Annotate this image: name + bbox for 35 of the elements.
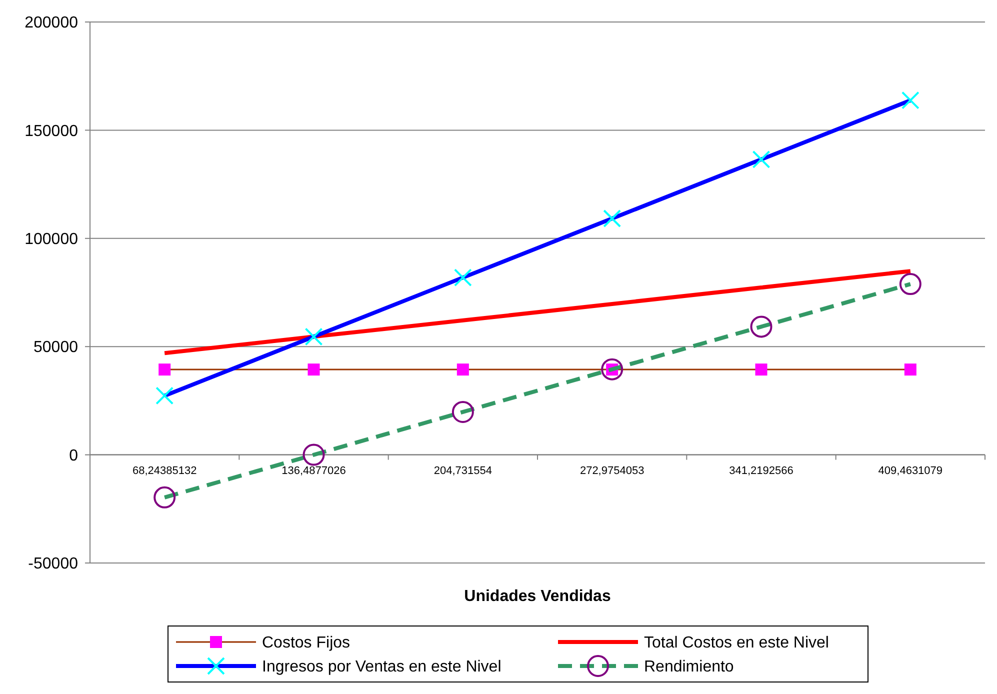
point [302,444,325,466]
y-tick-label: 150000 [24,122,78,140]
point [752,150,770,168]
x-axis-title: Unidades Vendidas [464,588,611,605]
point [304,328,323,346]
y-tick-label: 50000 [34,339,78,356]
point [755,364,768,376]
point [750,316,772,338]
x-tick-label: 272,9754053 [580,464,644,477]
point [899,273,922,296]
legend-label: Rendimiento [644,658,734,676]
x-tick-label: 68,24385132 [132,464,197,477]
x-tick-label: 409,4631079 [878,464,943,477]
x-tick-label: 341,2192566 [729,464,794,477]
x-tick-label: 136,4877026 [282,464,346,477]
y-tick-label: 200000 [24,14,78,32]
line-series [162,269,912,356]
point [452,400,474,423]
point [454,268,472,287]
x-tick-label: 204,731554 [434,464,492,477]
point [156,386,174,405]
point [308,364,320,376]
point [603,209,622,228]
point [601,358,624,380]
legend-label: Ingresos por Ventas en este Nivel [262,658,502,676]
point [158,364,171,376]
point [154,486,176,508]
point [904,364,916,376]
y-tick-label: 100000 [24,231,78,248]
legend-label: Total Costos en este Nivel [644,634,829,652]
legend-label: Costos Fijos [262,634,350,652]
point [456,364,469,376]
y-tick-label: -50000 [28,556,78,573]
point [901,91,920,110]
y-tick-label: 0 [69,447,78,464]
